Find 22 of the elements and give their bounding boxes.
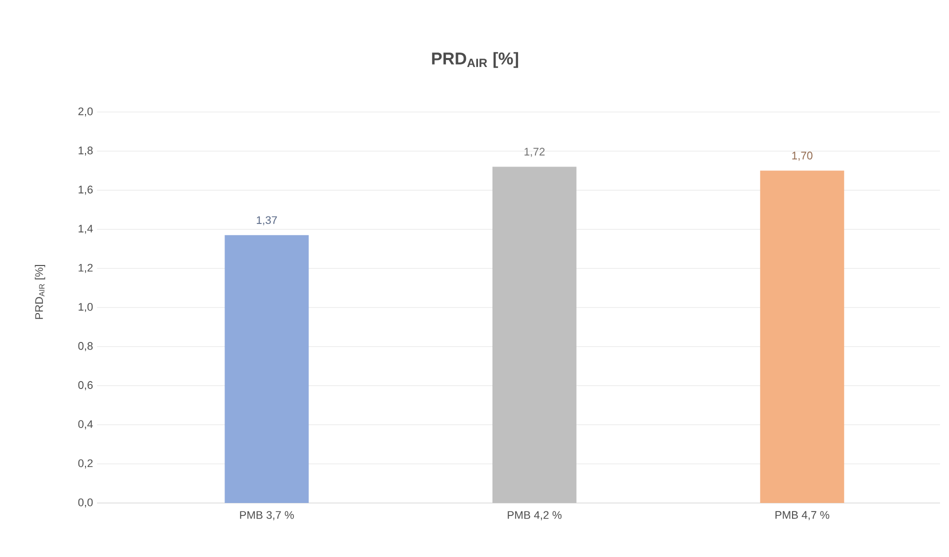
y-tick-label: 0,4 <box>78 420 93 430</box>
bar <box>760 170 844 503</box>
y-tick-label: 0,0 <box>78 498 93 508</box>
bar <box>492 166 576 503</box>
data-label: 1,70 <box>792 152 812 161</box>
y-axis-title: PRD$_{AIR}$ [%] <box>34 265 46 319</box>
data-label: 1,72 <box>524 148 545 157</box>
x-tick-label: PMB 3,7 % <box>240 511 294 520</box>
bar <box>224 235 309 503</box>
y-tick-label: 1,0 <box>78 302 93 312</box>
x-tick-label: PMB 4,2 % <box>508 511 562 520</box>
y-tick-label: 0,6 <box>78 381 93 390</box>
y-tick-label: 0,2 <box>78 459 93 468</box>
y-tick-label: 2,0 <box>78 107 93 117</box>
chart-title: PRD$_{AIR}$ [%] <box>432 52 518 68</box>
y-tick-label: 1,2 <box>78 264 93 273</box>
y-tick-label: 1,4 <box>78 224 93 234</box>
y-tick-label: 0,8 <box>78 342 93 352</box>
y-tick-label: 1,6 <box>78 186 93 195</box>
data-label: 1,37 <box>256 216 277 226</box>
x-tick-label: PMB 4,7 % <box>776 511 830 520</box>
y-tick-label: 1,8 <box>78 146 93 156</box>
